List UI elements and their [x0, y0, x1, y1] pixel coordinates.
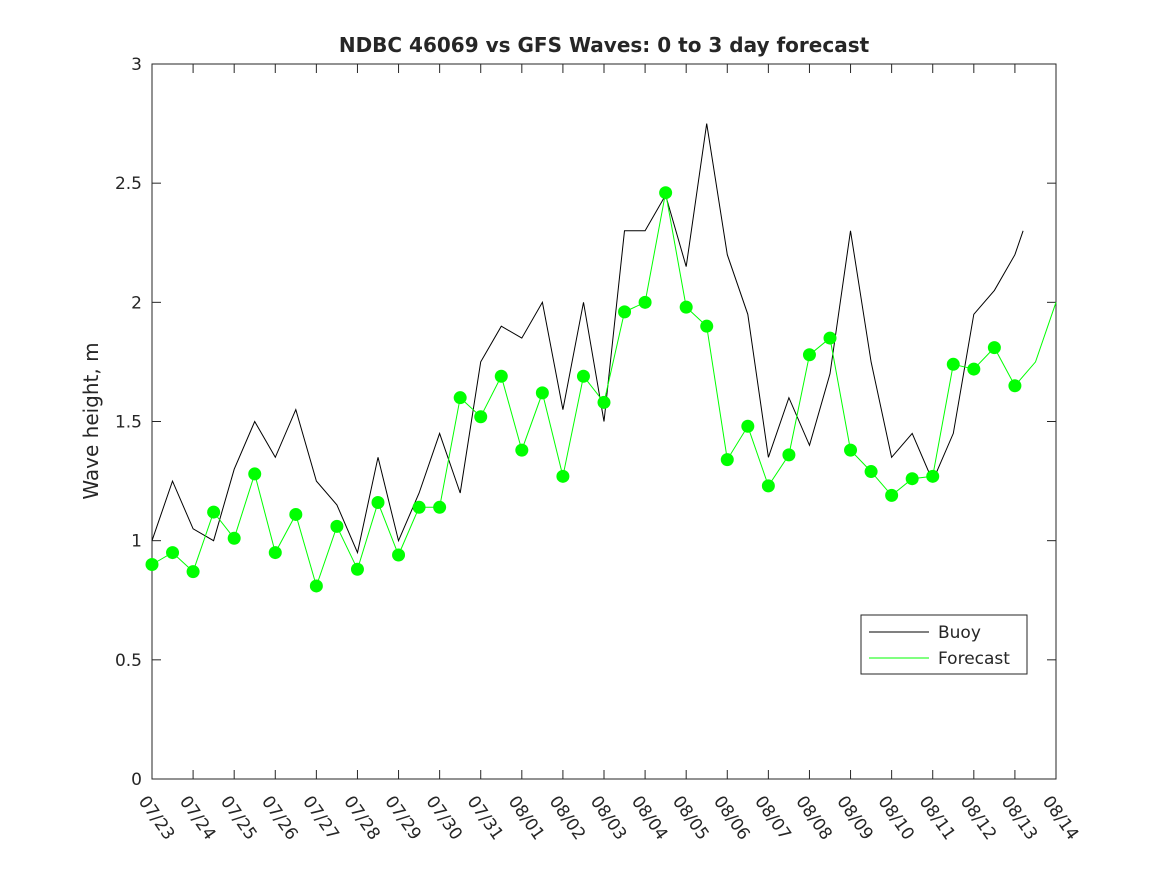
x-tick-label: 08/13: [997, 792, 1041, 844]
x-tick-label: 08/04: [627, 792, 671, 844]
forecast-marker: [823, 331, 837, 345]
y-tick-label: 0.5: [115, 651, 142, 671]
x-tick-label: 08/10: [874, 792, 918, 844]
forecast-marker: [618, 305, 632, 319]
series-line-buoy: [151, 123, 1024, 555]
y-tick-label: 2.5: [115, 174, 142, 194]
x-tick-label: 07/23: [134, 792, 178, 844]
forecast-marker: [207, 505, 221, 519]
forecast-marker: [494, 369, 508, 383]
x-tick-label: 07/27: [298, 792, 342, 844]
x-tick-label: 08/09: [832, 792, 876, 844]
forecast-marker: [576, 369, 590, 383]
forecast-marker: [864, 465, 878, 479]
forecast-marker: [802, 348, 816, 362]
forecast-marker: [412, 500, 426, 514]
x-tick-label: 07/31: [463, 792, 507, 844]
x-tick-label: 08/01: [504, 792, 548, 844]
forecast-marker: [741, 419, 755, 433]
forecast-marker: [946, 357, 960, 371]
x-tick-label: 08/07: [750, 792, 794, 844]
forecast-marker: [556, 469, 570, 483]
legend: Buoy Forecast: [860, 614, 1028, 675]
x-tick-label: 08/11: [915, 792, 959, 844]
forecast-marker: [227, 531, 241, 545]
x-tick-label: 08/02: [545, 792, 589, 844]
x-tick-label: 08/03: [586, 792, 630, 844]
forecast-marker: [248, 467, 262, 481]
forecast-marker: [392, 548, 406, 562]
x-tick-label: 07/25: [216, 792, 260, 844]
forecast-marker: [987, 341, 1001, 355]
forecast-marker: [720, 453, 734, 467]
forecast-marker: [350, 562, 364, 576]
forecast-marker: [309, 579, 323, 593]
forecast-marker: [659, 186, 673, 200]
forecast-marker: [761, 479, 775, 493]
forecast-marker: [967, 362, 981, 376]
y-tick-label: 2: [131, 293, 142, 313]
forecast-marker: [268, 546, 282, 560]
y-tick-label: 3: [131, 55, 142, 75]
forecast-marker: [597, 395, 611, 409]
x-tick-label: 07/29: [380, 792, 424, 844]
forecast-marker: [433, 500, 447, 514]
forecast-marker: [638, 295, 652, 309]
forecast-marker: [1008, 379, 1022, 393]
forecast-marker: [474, 410, 488, 424]
legend-label-forecast: Forecast: [938, 649, 1010, 669]
forecast-marker: [186, 565, 200, 579]
forecast-marker: [453, 391, 467, 405]
plot-area: 00.511.522.5307/2307/2407/2507/2607/2707…: [115, 55, 1082, 844]
forecast-marker: [289, 507, 303, 521]
forecast-marker: [926, 469, 940, 483]
x-tick-label: 08/05: [668, 792, 712, 844]
x-tick-label: 07/24: [175, 792, 219, 844]
forecast-marker: [679, 300, 693, 314]
forecast-marker: [844, 443, 858, 457]
x-tick-label: 07/28: [339, 792, 383, 844]
y-axis-label: Wave height, m: [79, 342, 103, 499]
forecast-marker: [371, 496, 385, 510]
x-tick-label: 07/30: [422, 792, 466, 844]
forecast-marker: [515, 443, 529, 457]
forecast-marker: [145, 558, 159, 571]
x-tick-label: 08/14: [1038, 792, 1082, 844]
chart-title: NDBC 46069 vs GFS Waves: 0 to 3 day fore…: [339, 33, 870, 57]
forecast-marker: [885, 488, 899, 502]
x-tick-label: 08/06: [709, 792, 753, 844]
forecast-marker: [330, 519, 344, 533]
y-tick-label: 1: [131, 532, 142, 552]
legend-box: [860, 614, 1028, 675]
y-tick-label: 1.5: [115, 413, 142, 433]
forecast-marker: [905, 472, 919, 486]
forecast-marker: [700, 319, 714, 333]
x-tick-label: 08/12: [956, 792, 1000, 844]
x-tick-label: 07/26: [257, 792, 301, 844]
forecast-marker: [782, 448, 796, 462]
forecast-marker: [535, 386, 549, 400]
series-line-forecast: [151, 192, 1057, 588]
forecast-marker: [166, 546, 180, 560]
legend-label-buoy: Buoy: [938, 623, 981, 643]
y-tick-label: 0: [131, 770, 142, 790]
x-tick-label: 08/08: [791, 792, 835, 844]
